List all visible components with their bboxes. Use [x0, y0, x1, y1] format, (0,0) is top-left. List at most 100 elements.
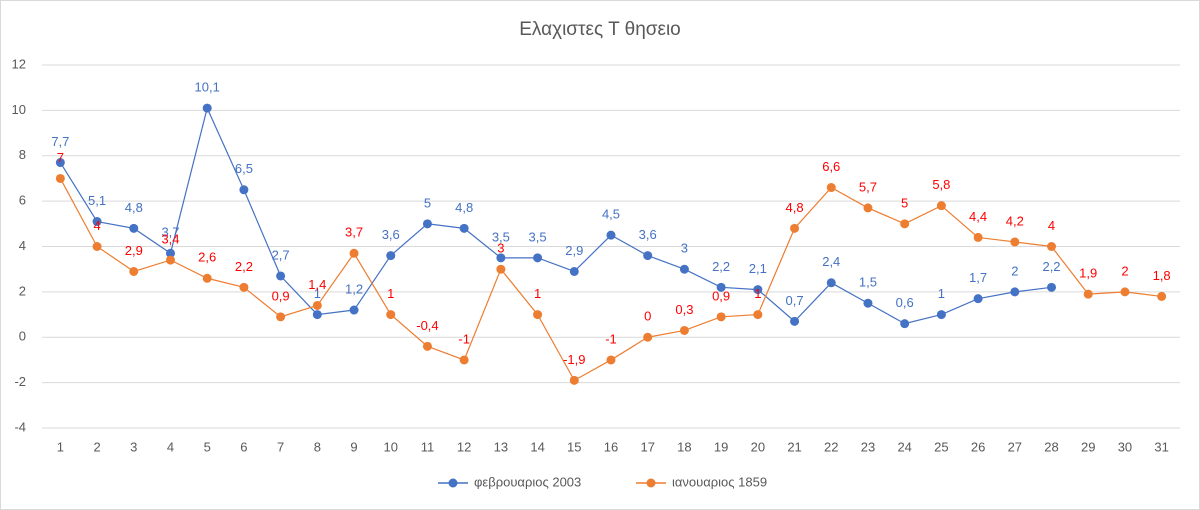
y-tick-label: 10	[12, 102, 26, 117]
series-line	[59, 106, 1052, 325]
data-point	[165, 255, 175, 265]
chart-title: Ελαχιστες Τ θησειο	[519, 19, 681, 40]
data-label: 2,6	[198, 250, 216, 265]
data-point	[312, 300, 322, 310]
x-tick-label: 8	[314, 439, 321, 454]
data-label: -1,9	[563, 352, 585, 367]
x-tick-label: 29	[1081, 439, 1095, 454]
data-point	[569, 375, 579, 385]
data-label: 4,4	[969, 209, 987, 224]
x-tick-label: 11	[421, 439, 435, 454]
x-tick-label: 14	[530, 439, 544, 454]
data-point	[1120, 287, 1130, 297]
data-label: 5,8	[932, 177, 950, 192]
data-point	[790, 223, 800, 233]
x-tick-label: 1	[57, 439, 64, 454]
data-label: 1,4	[308, 277, 326, 292]
data-label: 4	[1048, 218, 1055, 233]
data-label: 1	[387, 286, 394, 301]
data-label: -1	[605, 331, 617, 346]
x-tick-label: 22	[824, 439, 838, 454]
data-label: -1	[458, 331, 470, 346]
data-point	[790, 316, 800, 326]
x-tick-label: 5	[204, 439, 211, 454]
data-point	[55, 158, 65, 168]
data-label: 5	[424, 195, 431, 210]
data-point	[239, 282, 249, 292]
data-point	[129, 223, 139, 233]
data-label: 2,2	[235, 259, 253, 274]
data-point	[349, 248, 359, 258]
data-point	[312, 310, 322, 320]
x-tick-label: 19	[714, 439, 728, 454]
data-label: 3,7	[345, 225, 363, 240]
data-point	[973, 294, 983, 304]
data-label: 4,8	[455, 200, 473, 215]
data-point	[202, 103, 212, 113]
data-point	[1010, 287, 1020, 297]
data-label: 2,7	[272, 247, 290, 262]
data-point	[716, 312, 726, 322]
data-label: 6,6	[822, 159, 840, 174]
data-point	[165, 248, 175, 258]
data-point	[129, 266, 139, 276]
data-point	[826, 278, 836, 288]
data-label: 10,1	[195, 80, 220, 95]
legend-label: ιανουαριος 1859	[672, 474, 767, 489]
data-label: 3,5	[492, 229, 510, 244]
data-label: 2,2	[712, 259, 730, 274]
data-point	[679, 264, 689, 274]
data-point	[422, 341, 432, 351]
data-label: 0,6	[896, 295, 914, 310]
x-tick-label: 13	[494, 439, 508, 454]
data-point	[202, 273, 212, 283]
x-tick-label: 12	[457, 439, 471, 454]
data-label: 7	[57, 150, 64, 165]
data-label: 5	[901, 195, 908, 210]
data-point	[92, 217, 102, 227]
data-label: 1,8	[1153, 268, 1171, 283]
x-tick-label: 26	[971, 439, 985, 454]
data-label: 4,2	[1006, 213, 1024, 228]
x-tick-label: 16	[604, 439, 618, 454]
data-point	[863, 203, 873, 213]
data-point	[1047, 242, 1057, 251]
data-label: 7,7	[51, 134, 69, 149]
data-point	[606, 355, 616, 365]
data-point	[900, 219, 910, 229]
y-tick-label: 4	[19, 238, 26, 253]
data-point	[239, 185, 249, 195]
x-tick-label: 17	[640, 439, 654, 454]
x-tick-label: 24	[897, 439, 911, 454]
data-point	[276, 271, 286, 281]
x-tick-label: 31	[1154, 439, 1168, 454]
data-label: 0,9	[712, 288, 730, 303]
data-label: 3,6	[382, 227, 400, 242]
data-label: 1,7	[969, 270, 987, 285]
data-label: 0	[644, 309, 651, 324]
data-label: 4,8	[786, 200, 804, 215]
data-label: 3	[681, 241, 688, 256]
data-point	[643, 251, 653, 261]
y-tick-label: 0	[19, 329, 26, 344]
data-point	[496, 253, 506, 263]
data-point	[422, 219, 432, 229]
data-point	[1010, 237, 1020, 247]
data-point	[386, 310, 396, 320]
data-label: 1,2	[345, 281, 363, 296]
data-label: 5,7	[859, 179, 877, 194]
x-tick-label: 23	[861, 439, 875, 454]
y-tick-label: -2	[14, 374, 26, 389]
data-label: 4,5	[602, 207, 620, 222]
data-label: 1	[754, 286, 761, 301]
y-tick-label: 8	[19, 147, 26, 162]
x-tick-label: 9	[350, 439, 357, 454]
data-point	[936, 201, 946, 211]
legend-label: φεβρουαριος 2003	[474, 474, 581, 489]
data-label: 2,2	[1042, 259, 1060, 274]
data-label: 1	[534, 286, 541, 301]
x-tick-label: 21	[787, 439, 801, 454]
data-point	[459, 355, 469, 365]
data-point	[606, 230, 616, 240]
